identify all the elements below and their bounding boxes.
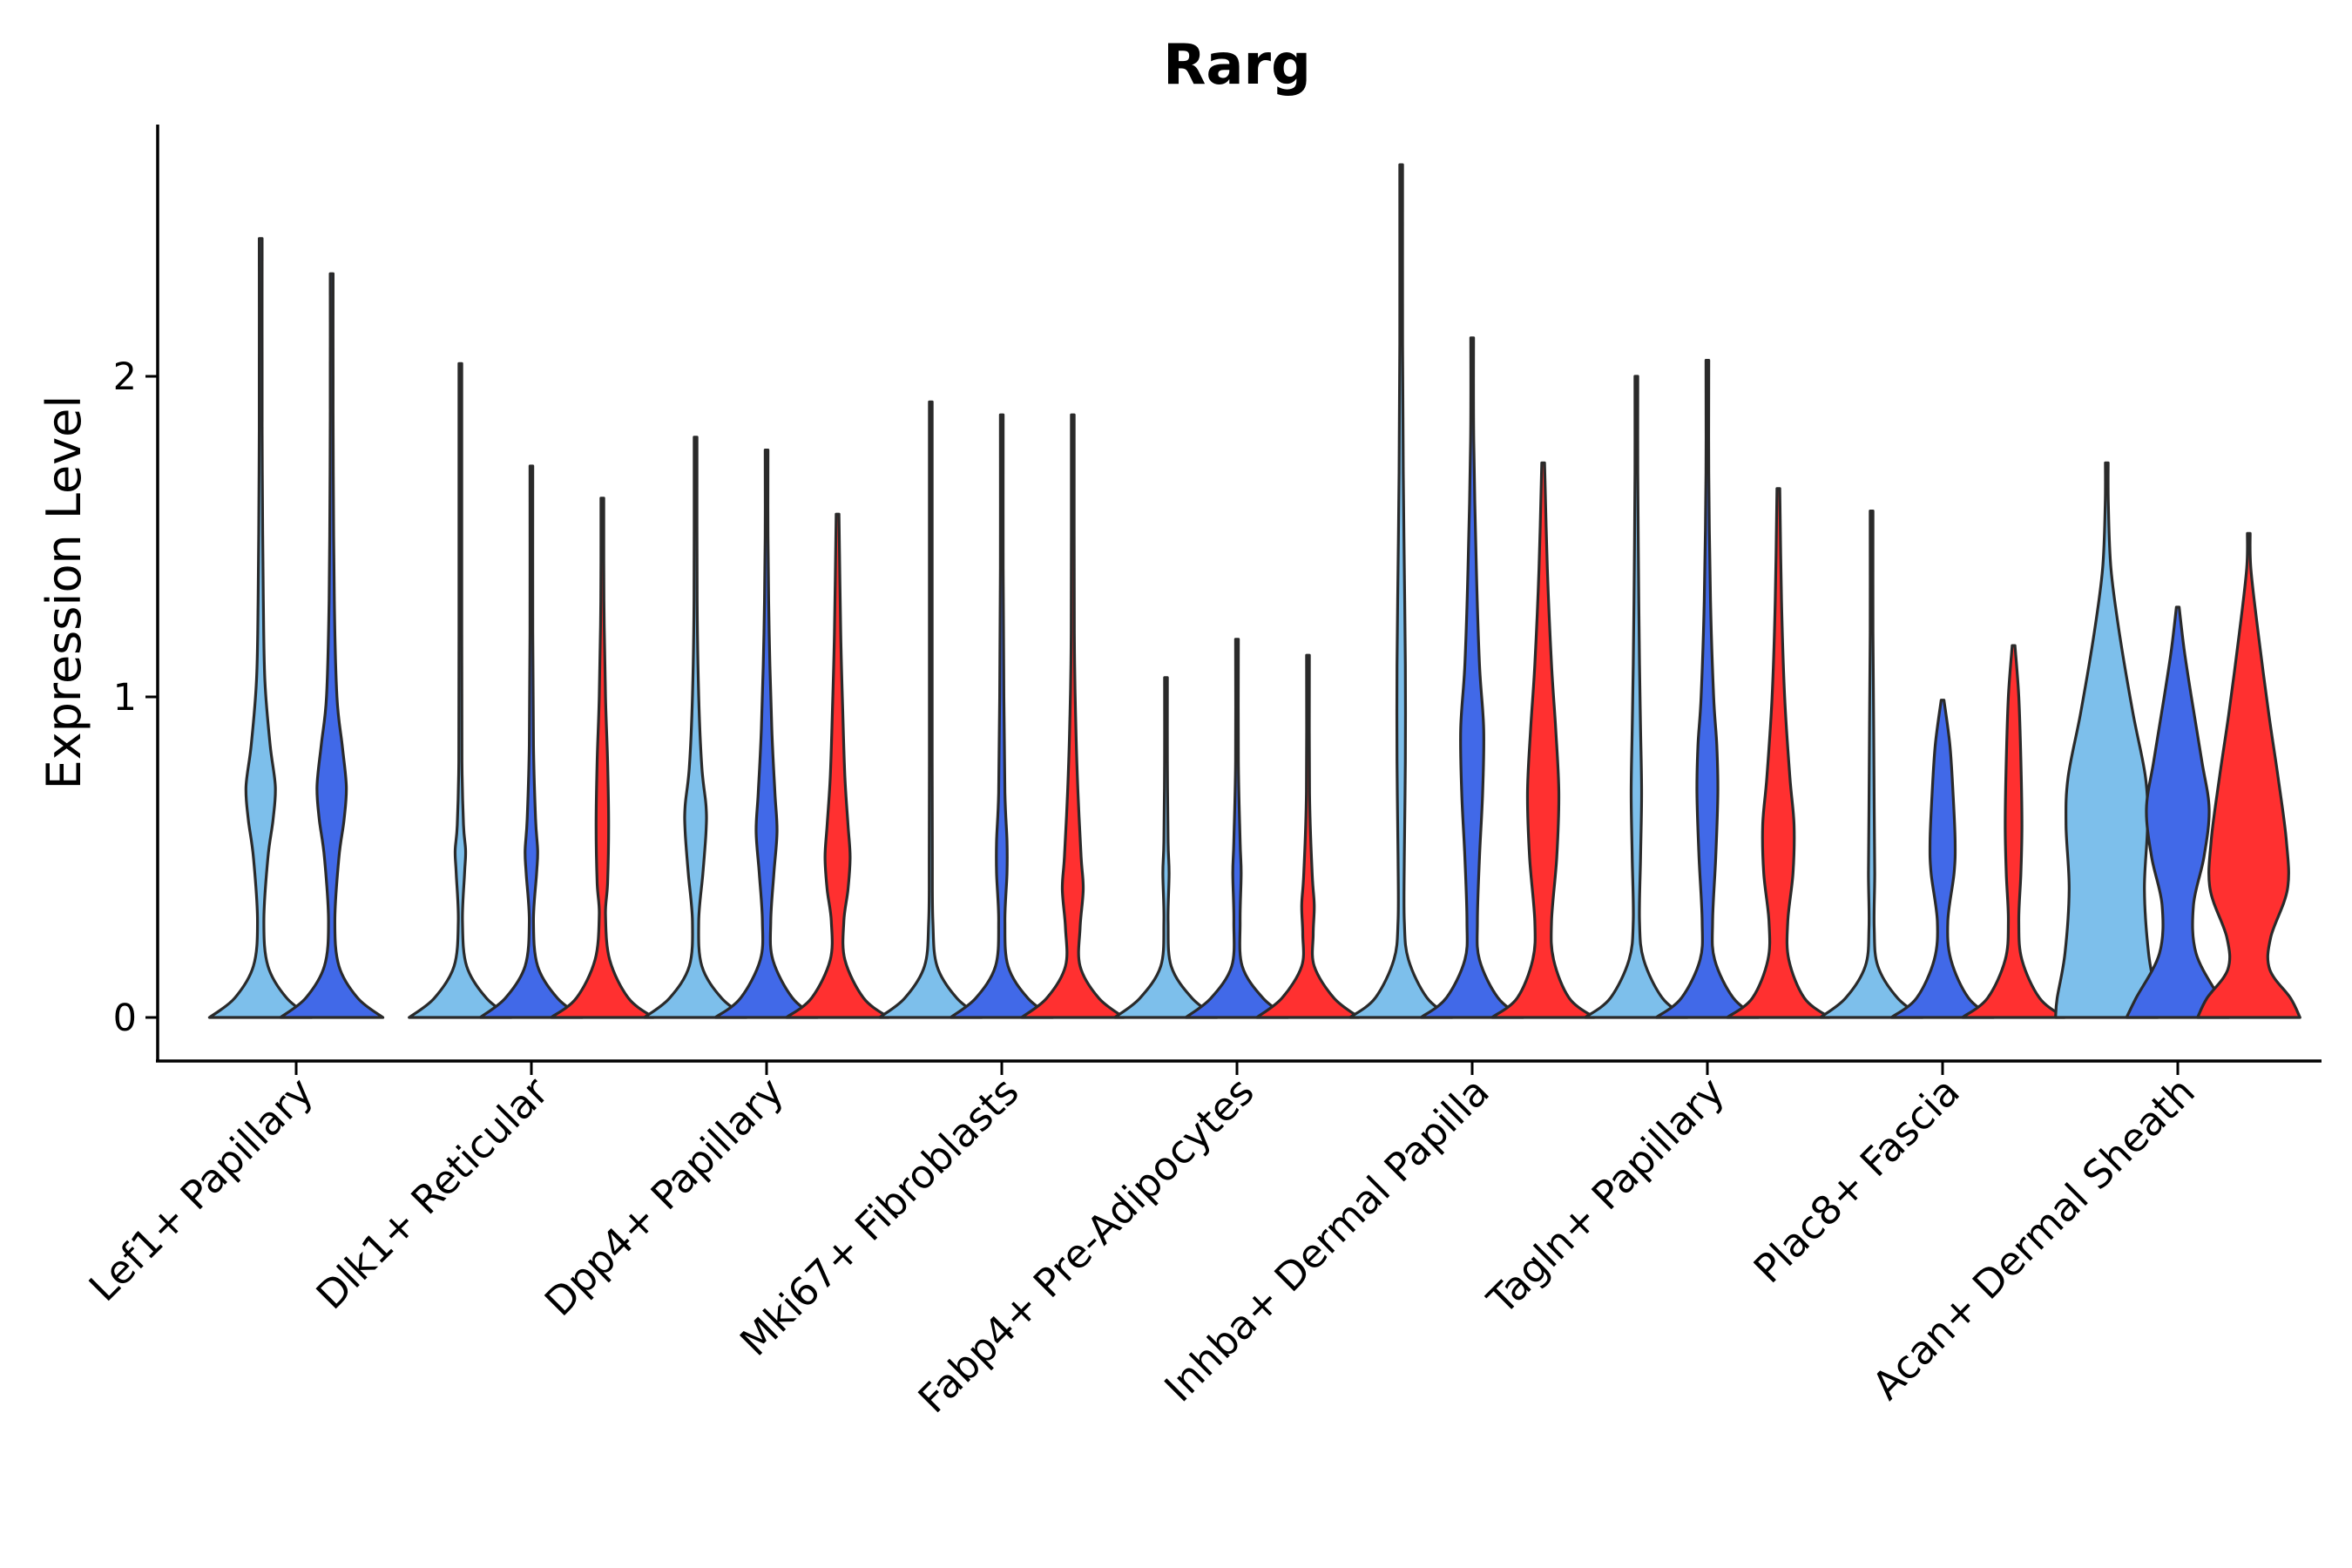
violin-6-0 (1584, 375, 1689, 1019)
violin-3-1 (949, 413, 1055, 1019)
violin-6-1 (1654, 359, 1761, 1019)
x-tick-label-0: Lef1+ Papillary (80, 1068, 322, 1310)
y-axis-label: Expression Level (37, 395, 91, 790)
violin-8-0 (2054, 461, 2159, 1019)
violin-5-2 (1490, 461, 1596, 1019)
violin-3-2 (1020, 413, 1125, 1019)
violin-5-1 (1419, 336, 1525, 1019)
violins-layer (207, 163, 2301, 1019)
violin-1-2 (550, 497, 655, 1019)
violin-0-1 (279, 272, 385, 1019)
y-tick-label-2: 2 (113, 355, 137, 399)
violin-8-1 (2125, 605, 2231, 1019)
violin-6-2 (1726, 487, 1831, 1019)
x-tick-label-1: Dlk1+ Reticular (308, 1068, 558, 1318)
x-tick-label-7: Plac8+ Fascia (1745, 1068, 1969, 1292)
x-tick-label-6: Tagln+ Papillary (1478, 1068, 1734, 1323)
violin-5-0 (1348, 163, 1454, 1019)
violin-1-0 (408, 362, 513, 1019)
violin-4-1 (1184, 638, 1290, 1019)
violin-4-0 (1113, 676, 1219, 1019)
violin-4-2 (1255, 653, 1361, 1019)
y-tick-label-0: 0 (113, 997, 137, 1040)
violin-0-0 (207, 237, 314, 1019)
violin-2-1 (713, 449, 820, 1019)
violin-8-2 (2196, 531, 2301, 1019)
violin-2-2 (785, 512, 890, 1019)
violin-7-2 (1961, 644, 2066, 1019)
x-tick-label-2: Dpp4+ Papillary (536, 1068, 793, 1325)
violin-7-1 (1889, 699, 1996, 1019)
violin-1-1 (478, 464, 585, 1019)
violin-7-0 (1819, 510, 1924, 1019)
chart-title: Rarg (1163, 33, 1311, 98)
violin-2-0 (643, 436, 748, 1019)
violin-3-0 (878, 400, 983, 1019)
y-tick-label-1: 1 (113, 676, 137, 720)
